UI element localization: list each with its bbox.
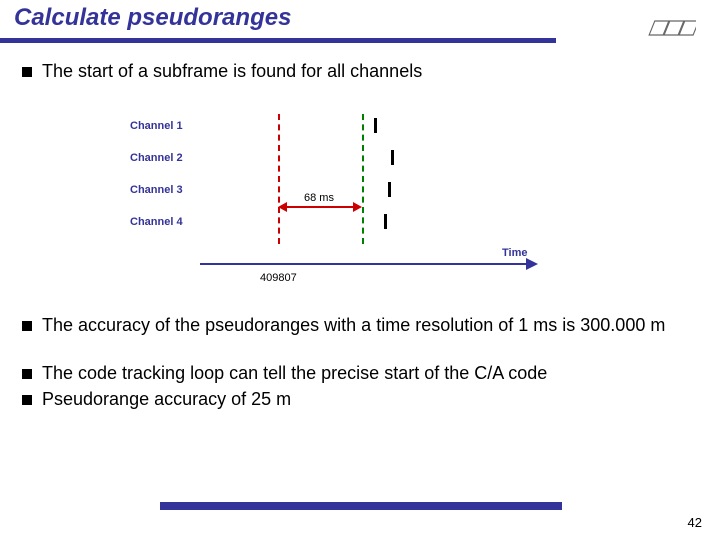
bullet-text: The accuracy of the pseudoranges with a …	[42, 314, 665, 337]
slide-title: Calculate pseudoranges	[14, 4, 291, 32]
time-label: Time	[502, 247, 527, 259]
footer-rule	[160, 502, 562, 510]
channel-2-tick	[391, 150, 394, 165]
time-axis-arrowhead	[526, 258, 538, 270]
measure-label: 68 ms	[304, 192, 334, 204]
bullet-4: Pseudorange accuracy of 25 m	[22, 388, 291, 411]
channel-3-tick	[388, 182, 391, 197]
bullet-marker	[22, 395, 32, 405]
ref-line-left	[278, 114, 280, 244]
bullet-3: The code tracking loop can tell the prec…	[22, 362, 547, 385]
measure-arrow-left	[278, 202, 287, 212]
bullet-text: The start of a subframe is found for all…	[42, 60, 422, 83]
bullet-2: The accuracy of the pseudoranges with a …	[22, 314, 665, 337]
timing-diagram: Channel 1 Channel 2 Channel 3 Channel 4 …	[130, 112, 560, 292]
channel-1-tick	[374, 118, 377, 133]
logo	[642, 18, 696, 49]
channel-2-label: Channel 2	[130, 152, 183, 164]
bullet-text: The code tracking loop can tell the prec…	[42, 362, 547, 385]
bullet-marker	[22, 67, 32, 77]
channel-4-label: Channel 4	[130, 216, 183, 228]
channel-1-label: Channel 1	[130, 120, 183, 132]
bullet-marker	[22, 369, 32, 379]
title-underline	[0, 38, 556, 43]
time-value: 409807	[260, 272, 297, 284]
bullet-1: The start of a subframe is found for all…	[22, 60, 422, 83]
page-number: 42	[688, 515, 702, 530]
time-axis	[200, 263, 526, 265]
channel-3-label: Channel 3	[130, 184, 183, 196]
measure-line	[287, 206, 354, 208]
channel-4-tick	[384, 214, 387, 229]
bullet-text: Pseudorange accuracy of 25 m	[42, 388, 291, 411]
bullet-marker	[22, 321, 32, 331]
ref-line-right	[362, 114, 364, 244]
measure-arrow-right	[353, 202, 362, 212]
